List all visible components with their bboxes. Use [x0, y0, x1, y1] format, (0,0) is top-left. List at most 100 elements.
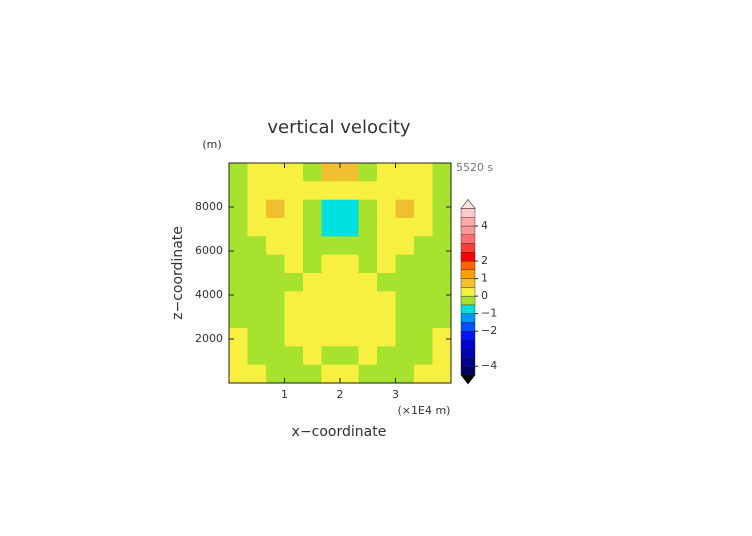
contour-cell: [303, 273, 323, 292]
contour-cell: [284, 309, 304, 329]
contour-cell: [266, 309, 286, 329]
contour-cell: [358, 273, 378, 292]
contour-cell: [321, 163, 341, 182]
colorbar-bottom-arrow: [460, 374, 476, 385]
contour-cell: [395, 218, 415, 237]
contour-cell: [321, 328, 341, 347]
contour-cell: [340, 273, 360, 292]
contour-cell: [432, 273, 452, 292]
contour-cell: [321, 291, 341, 311]
colorbar-band: [460, 287, 476, 297]
colorbar-band: [460, 225, 476, 235]
contour-cell: [414, 199, 434, 219]
contour-cell: [266, 199, 286, 219]
colorbar-band: [460, 304, 476, 314]
contour-cell: [432, 218, 452, 237]
y-unit: (m): [202, 138, 221, 151]
contour-cell: [358, 181, 378, 201]
contour-cell: [247, 364, 267, 384]
contour-cell: [247, 181, 267, 201]
colorbar-tick-label: 0: [481, 289, 488, 302]
contour-cell: [266, 218, 286, 237]
colorbar-tick-label: −1: [481, 307, 497, 320]
contour-cell: [266, 163, 286, 182]
contour-cell: [414, 346, 434, 366]
contour-cell: [395, 254, 415, 274]
contour-cell: [321, 236, 341, 256]
contour-cell: [377, 236, 397, 256]
contour-cell: [340, 309, 360, 329]
contour-cell: [340, 328, 360, 347]
contour-cell: [358, 199, 378, 219]
contour-cell: [247, 309, 267, 329]
colorbar-band: [460, 313, 476, 323]
colorbar-band: [460, 295, 476, 306]
colorbar-band: [460, 208, 476, 218]
x-tick-label: 1: [281, 388, 288, 401]
contour-cell: [358, 254, 378, 274]
y-tick-label: 8000: [195, 200, 223, 213]
contour-cell: [414, 309, 434, 329]
contour-cell: [377, 309, 397, 329]
contour-cell: [284, 163, 304, 182]
contour-cell: [395, 364, 415, 384]
contour-cell: [321, 254, 341, 274]
contour-cell: [321, 346, 341, 366]
contour-cell: [377, 254, 397, 274]
contour-cell: [247, 236, 267, 256]
contour-cell: [321, 199, 341, 219]
colorbar-band: [460, 348, 476, 358]
contour-cell: [303, 254, 323, 274]
contour-cell: [229, 236, 249, 256]
contour-cell: [395, 328, 415, 347]
x-tick-label: 3: [392, 388, 399, 401]
contour-cell: [340, 346, 360, 366]
contour-cell: [377, 346, 397, 366]
contour-cell: [432, 328, 452, 347]
contour-cell: [284, 346, 304, 366]
contour-cell: [284, 218, 304, 237]
contour-cell: [321, 309, 341, 329]
contour-cell: [358, 309, 378, 329]
contour-cell: [432, 364, 452, 384]
contour-cell: [229, 163, 249, 182]
contour-cell: [377, 163, 397, 182]
contour-cell: [395, 346, 415, 366]
contour-cell: [414, 163, 434, 182]
y-axis-label: z−coordinate: [170, 226, 186, 320]
colorbar-band: [460, 260, 476, 271]
contour-cell: [303, 346, 323, 366]
contour-cell: [284, 273, 304, 292]
contour-cell: [358, 236, 378, 256]
contour-cell: [229, 346, 249, 366]
contour-cell: [414, 364, 434, 384]
contour-cell: [266, 254, 286, 274]
x-tick-label: 2: [337, 388, 344, 401]
colorbar-band: [460, 252, 476, 262]
contour-cell: [229, 364, 249, 384]
contour-cell: [303, 309, 323, 329]
contour-cell: [358, 364, 378, 384]
contour-cell: [229, 199, 249, 219]
contour-cell: [247, 328, 267, 347]
contour-cell: [377, 364, 397, 384]
contour-cell: [247, 163, 267, 182]
colorbar-tick-label: 2: [481, 254, 488, 267]
contour-cell: [266, 273, 286, 292]
contour-cell: [284, 364, 304, 384]
contour-cell: [266, 236, 286, 256]
contour-cell: [303, 291, 323, 311]
contour-cell: [266, 364, 286, 384]
contour-cell: [321, 273, 341, 292]
contour-cell: [414, 291, 434, 311]
colorbar-band: [460, 339, 476, 349]
contour-cell: [414, 218, 434, 237]
contour-cell: [395, 291, 415, 311]
contour-cell: [340, 364, 360, 384]
contour-cell: [229, 181, 249, 201]
contour-cell: [247, 346, 267, 366]
contour-cell: [321, 218, 341, 237]
contour-cell: [432, 291, 452, 311]
contour-cell: [229, 273, 249, 292]
colorbar-tick-label: −4: [481, 359, 497, 372]
